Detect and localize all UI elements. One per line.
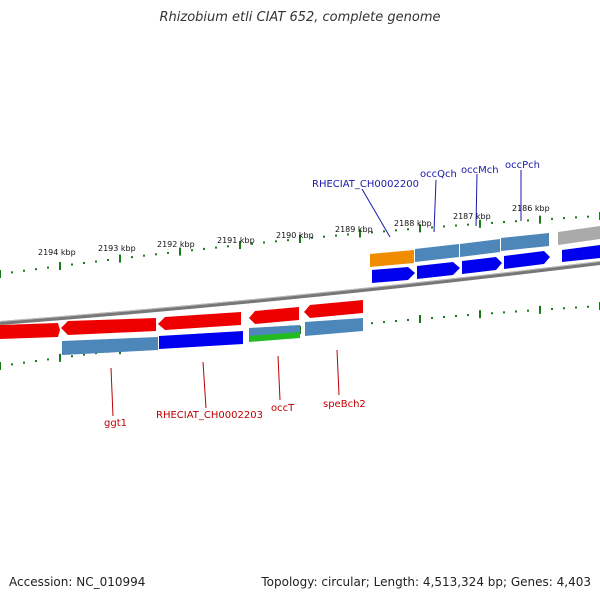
- green-feature: [249, 332, 300, 342]
- scale-label: 2192 kbp: [157, 240, 195, 249]
- cds-forward-arrow: [462, 257, 502, 274]
- cds-reverse-arrow: [249, 307, 299, 324]
- label-leader: [433, 179, 437, 233]
- scale-label: 2194 kbp: [38, 248, 76, 257]
- scale-label: 2187 kbp: [453, 212, 491, 221]
- label-leader: [361, 188, 391, 238]
- genome-stats-text: Topology: circular; Length: 4,513,324 bp…: [261, 575, 591, 589]
- cds-forward-arrow: [562, 245, 600, 262]
- scale-label: 2190 kbp: [276, 231, 314, 240]
- reverse-cds-ring: [0, 300, 363, 339]
- accession-text: Accession: NC_010994: [9, 575, 146, 589]
- label-leader: [202, 361, 207, 409]
- scale-label: 2193 kbp: [98, 244, 136, 253]
- forward-cds-ring: [372, 245, 600, 283]
- genome-backbone: [0, 261, 600, 325]
- gene-label-spebch2: speBch2: [323, 399, 366, 410]
- label-leader: [475, 173, 478, 227]
- forward-labels: RHECIAT_CH0002200 occQch occMch occPch: [312, 160, 540, 238]
- label-leader: [110, 367, 114, 417]
- gene-feature: [460, 239, 500, 257]
- gene-feature: [415, 244, 459, 262]
- label-leader: [277, 355, 281, 401]
- gene-label-rheciat-ch0002200: RHECIAT_CH0002200: [312, 179, 419, 190]
- gene-feature: [501, 233, 549, 251]
- orange-feature: [370, 250, 414, 267]
- reverse-labels: ggt1 RHECIAT_CH0002203 occT speBch2: [104, 349, 366, 429]
- scale-labels: 2194 kbp 2193 kbp 2192 kbp 2191 kbp 2190…: [38, 204, 550, 257]
- scale-label: 2188 kbp: [394, 219, 432, 228]
- cds-reverse-arrow: [61, 318, 156, 335]
- scale-label: 2189 kbp: [335, 225, 373, 234]
- cds-forward-arrow: [504, 251, 550, 269]
- gene-feature: [305, 318, 363, 336]
- scale-label: 2191 kbp: [217, 236, 255, 245]
- cds-forward-arrow: [417, 262, 460, 279]
- cds-reverse-arrow: [0, 323, 60, 339]
- gray-feature: [558, 226, 600, 245]
- forward-gene-ring: [370, 226, 600, 267]
- gene-feature: [62, 337, 158, 355]
- reverse-gene-ring: [62, 318, 363, 355]
- map-title: Rhizobium etli CIAT 652, complete genome: [159, 10, 441, 25]
- gene-label-rheciat-ch0002203: RHECIAT_CH0002203: [156, 410, 263, 421]
- cds-reverse-arrow: [158, 312, 241, 330]
- cds-blue-feature: [159, 331, 243, 349]
- scale-label: 2186 kbp: [512, 204, 550, 213]
- label-leader: [336, 349, 340, 396]
- gene-label-occmch: occMch: [461, 165, 499, 176]
- scale-ticks-top: [0, 212, 600, 278]
- genome-backbone-highlight: [0, 261, 600, 322]
- gene-label-occpch: occPch: [505, 160, 540, 171]
- cds-forward-arrow: [372, 267, 415, 283]
- cds-reverse-arrow: [304, 300, 363, 318]
- gene-label-occt: occT: [271, 403, 295, 414]
- gene-label-ggt1: ggt1: [104, 418, 127, 429]
- gene-label-occqch: occQch: [420, 169, 457, 180]
